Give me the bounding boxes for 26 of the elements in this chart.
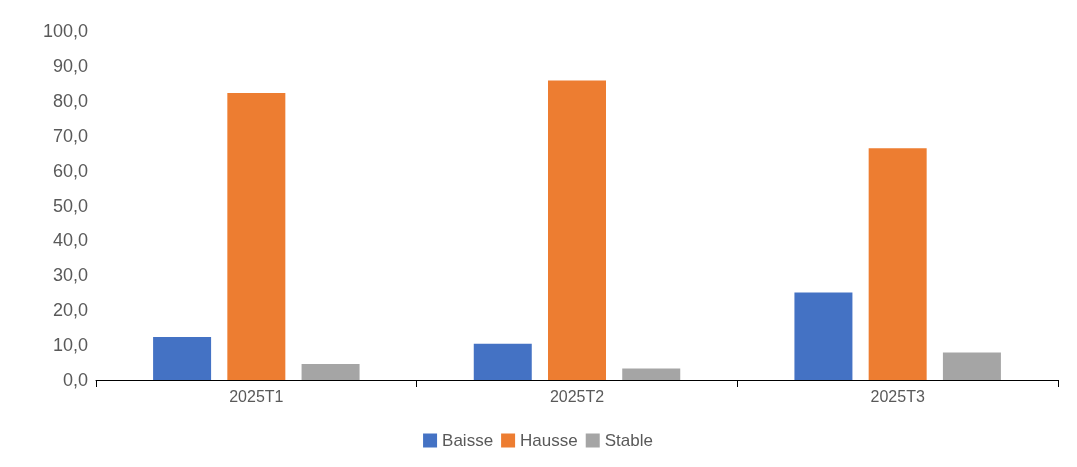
y-tick-label: 40,0 [52,230,88,251]
y-tick-label: 0,0 [62,370,88,390]
x-tick-label: 2025T3 [870,387,925,405]
y-tick-label: 20,0 [52,300,88,321]
y-tick-label: 60,0 [52,160,88,181]
y-tick-label: 30,0 [52,265,88,286]
legend-label: Hausse [520,431,578,450]
y-tick-label: 90,0 [52,55,88,76]
bar [473,343,532,380]
y-tick-label: 70,0 [52,125,88,146]
bar [622,368,681,380]
bar [227,93,286,380]
bar [548,80,606,380]
legend-label: Baisse [442,431,494,450]
x-tick-label: 2025T1 [229,387,284,405]
bar [794,292,853,380]
y-tick-label: 50,0 [52,195,88,216]
legend-label: Stable [604,431,653,450]
bar [153,337,212,380]
bar [942,352,1001,380]
y-tick-label: 100,0 [42,21,88,41]
bar [868,148,927,380]
x-tick-label: 2025T2 [549,387,605,405]
y-tick-label: 10,0 [52,335,88,356]
y-tick-label: 80,0 [52,90,88,111]
bar [301,363,360,380]
